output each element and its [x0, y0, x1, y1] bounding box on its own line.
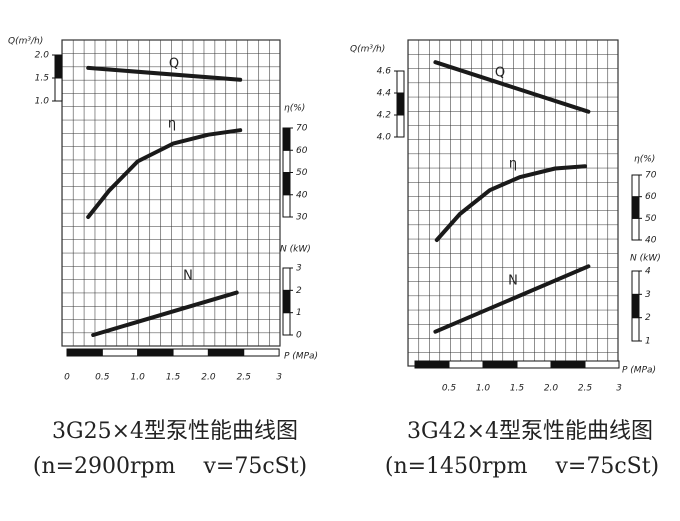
x-tick-label: 1.0	[476, 384, 491, 394]
x-tick-label: 2.0	[544, 384, 559, 394]
y-tick-label: 50	[645, 214, 657, 224]
x-tick-label: 2.5	[237, 373, 252, 383]
x-scale-segment	[516, 360, 552, 369]
x-scale-segment	[172, 348, 209, 357]
y-tick-label: 1.0	[35, 97, 50, 107]
x-scale-segment	[482, 360, 518, 369]
y-scale-segment	[631, 174, 640, 198]
y-scale-segment	[631, 196, 640, 219]
curve-label: N	[183, 269, 193, 284]
x-tick-label: 2.5	[578, 384, 593, 394]
y-scale-segment	[631, 217, 640, 241]
x-tick-label: 0.5	[95, 373, 110, 383]
y-tick-label: 0	[296, 331, 302, 341]
performance-curve	[433, 264, 591, 334]
x-axis-title: P (MPa)	[284, 352, 318, 362]
y-scale-segment	[54, 54, 63, 79]
x-tick-label: 3	[276, 373, 282, 383]
chart-title: 3G25×4型泵性能曲线图	[52, 419, 298, 444]
x-tick-label: 2.0	[201, 373, 216, 383]
y-axis-title: η(%)	[284, 104, 305, 114]
performance-curve	[433, 60, 591, 114]
y-tick-label: 40	[296, 190, 308, 200]
performance-curve	[434, 164, 587, 242]
y-tick-label: 70	[296, 124, 308, 134]
y-tick-label: 4.2	[377, 111, 392, 121]
y-axis-title: η(%)	[634, 155, 655, 165]
y-tick-label: 2.0	[35, 51, 50, 61]
y-scale-segment	[396, 114, 405, 138]
y-tick-label: 30	[296, 213, 308, 223]
y-tick-label: 1.5	[35, 74, 50, 84]
x-scale-segment	[550, 360, 586, 369]
x-scale-segment	[66, 348, 103, 357]
chart-title: 3G42×4型泵性能曲线图	[407, 419, 653, 444]
grid-area	[61, 39, 281, 347]
y-tick-label: 1	[296, 308, 302, 318]
x-tick-label: 1.5	[166, 373, 181, 383]
chart-subtitle: (n=1450rpm v=75cSt)	[385, 454, 659, 479]
x-scale-segment	[137, 348, 174, 357]
y-axis-title: N (kW)	[630, 254, 661, 264]
curve-label: N	[508, 274, 518, 289]
y-tick-label: 2	[645, 313, 651, 323]
y-axis-title: Q(m³/h)	[350, 45, 385, 55]
y-axis-title: Q(m³/h)	[8, 37, 43, 47]
y-tick-label: 40	[645, 236, 657, 246]
y-scale-segment	[282, 267, 291, 291]
curve-label: Q	[495, 66, 505, 81]
y-tick-label: 4	[645, 267, 651, 277]
y-scale-segment	[396, 92, 405, 116]
y-scale-segment	[282, 194, 291, 218]
y-tick-label: 50	[296, 168, 308, 178]
curve-label: η	[509, 157, 517, 172]
y-scale-segment	[282, 127, 291, 151]
x-scale-segment	[448, 360, 484, 369]
y-tick-label: 4.6	[377, 67, 392, 77]
y-scale-segment	[282, 172, 291, 196]
y-tick-label: 1	[645, 337, 651, 347]
y-tick-label: 60	[645, 192, 657, 202]
y-scale-segment	[54, 77, 63, 102]
x-tick-label: 0	[64, 373, 70, 383]
y-tick-label: 3	[645, 290, 651, 300]
y-scale-segment	[396, 70, 405, 94]
x-axis-title: P (MPa)	[622, 366, 656, 376]
x-scale-segment	[101, 348, 139, 357]
x-tick-label: 0.5	[442, 384, 457, 394]
y-scale-segment	[631, 270, 640, 295]
curve-label: η	[168, 117, 176, 132]
y-tick-label: 60	[296, 146, 308, 156]
x-scale-segment	[243, 348, 280, 357]
x-scale-segment	[584, 360, 620, 369]
y-scale-segment	[282, 149, 291, 173]
y-tick-label: 4.4	[377, 89, 392, 99]
x-scale-segment	[414, 360, 450, 369]
grid-area	[407, 39, 619, 367]
y-axis-title: N (kW)	[280, 245, 311, 255]
chart-subtitle: (n=2900rpm v=75cSt)	[33, 454, 307, 479]
y-scale-segment	[631, 293, 640, 319]
y-scale-segment	[282, 289, 291, 314]
x-tick-label: 1.5	[510, 384, 525, 394]
x-scale-segment	[207, 348, 245, 357]
y-tick-label: 70	[645, 171, 657, 181]
x-tick-label: 1.0	[131, 373, 146, 383]
performance-curve	[91, 290, 239, 337]
y-scale-segment	[282, 312, 291, 336]
y-scale-segment	[631, 317, 640, 342]
curve-label: Q	[169, 57, 179, 72]
performance-curve	[86, 128, 243, 219]
y-tick-label: 3	[296, 264, 302, 274]
y-tick-label: 4.0	[377, 133, 392, 143]
x-tick-label: 3	[616, 384, 622, 394]
y-tick-label: 2	[296, 286, 302, 296]
performance-curve	[86, 65, 243, 82]
